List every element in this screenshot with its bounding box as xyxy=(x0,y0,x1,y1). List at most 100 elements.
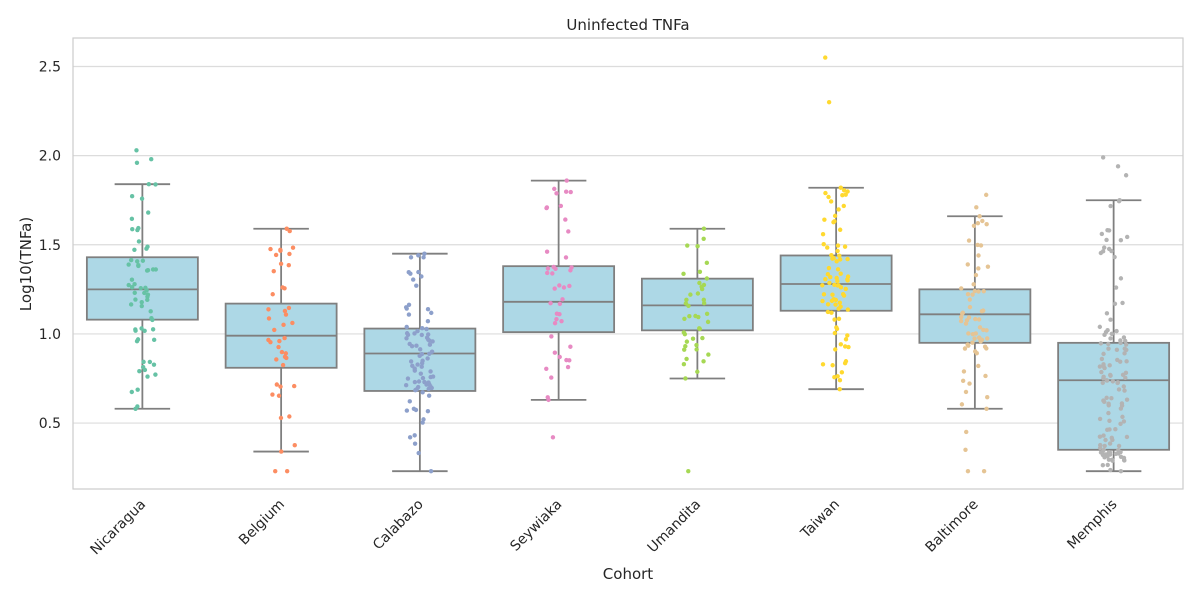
data-point xyxy=(287,414,292,419)
data-point xyxy=(1100,155,1106,160)
data-point xyxy=(1107,441,1113,446)
data-point xyxy=(284,468,290,474)
data-point xyxy=(690,336,696,341)
data-point xyxy=(964,318,970,323)
data-point xyxy=(426,337,431,342)
data-point xyxy=(427,342,433,347)
data-point xyxy=(839,370,845,375)
data-point xyxy=(965,468,971,474)
data-point xyxy=(958,318,964,324)
data-point xyxy=(684,339,690,344)
data-point xyxy=(147,359,153,365)
data-point xyxy=(545,270,550,276)
data-point xyxy=(845,189,850,194)
data-point xyxy=(282,308,288,314)
data-point xyxy=(1123,338,1128,344)
data-point xyxy=(290,320,295,326)
data-point xyxy=(1119,403,1125,408)
data-point xyxy=(962,346,968,351)
x-tick-label: Nicaragua xyxy=(87,497,149,559)
data-point xyxy=(560,297,565,302)
data-point xyxy=(979,337,985,342)
data-point xyxy=(130,226,135,232)
data-point xyxy=(1101,433,1106,438)
points-nicaragua xyxy=(126,148,158,411)
data-point xyxy=(567,358,572,363)
data-point xyxy=(697,280,702,286)
data-point xyxy=(421,417,426,422)
box-seywiaka xyxy=(502,179,616,401)
data-point xyxy=(416,384,421,390)
data-point xyxy=(286,305,292,311)
data-point xyxy=(278,415,284,421)
data-point xyxy=(549,375,554,380)
data-point xyxy=(1120,414,1125,420)
data-point xyxy=(697,326,702,331)
data-point xyxy=(1103,437,1108,443)
data-point xyxy=(554,316,559,322)
data-point xyxy=(704,260,710,266)
data-point xyxy=(832,374,837,380)
data-point xyxy=(831,296,836,302)
data-point xyxy=(419,274,424,279)
data-point xyxy=(132,281,137,287)
data-point xyxy=(966,238,972,243)
iqr-box xyxy=(918,288,1032,344)
data-point xyxy=(965,291,971,297)
data-point xyxy=(1115,164,1121,169)
data-point xyxy=(564,178,569,183)
data-point xyxy=(1122,346,1127,351)
data-point xyxy=(970,331,976,337)
data-point xyxy=(1108,203,1113,209)
box-belgium xyxy=(224,227,338,453)
data-point xyxy=(701,226,707,231)
data-point xyxy=(960,310,966,315)
data-point xyxy=(552,186,557,192)
data-point xyxy=(683,344,688,349)
data-point xyxy=(426,393,432,398)
data-point xyxy=(688,292,693,297)
y-axis-label: Log10(TNFa) xyxy=(17,217,35,311)
data-point xyxy=(832,317,837,322)
data-point xyxy=(549,334,554,339)
data-point xyxy=(838,271,843,276)
data-point xyxy=(148,309,153,314)
data-point xyxy=(139,299,144,305)
data-point xyxy=(567,283,572,289)
data-point xyxy=(1115,380,1120,386)
data-point xyxy=(1108,317,1113,322)
data-point xyxy=(838,185,843,190)
data-point xyxy=(977,214,982,219)
data-point xyxy=(961,369,967,374)
data-point xyxy=(274,382,280,387)
data-point xyxy=(1110,437,1115,443)
data-point xyxy=(1100,380,1105,386)
data-point xyxy=(145,244,150,249)
data-point xyxy=(1098,341,1104,346)
data-point xyxy=(274,357,279,362)
data-point xyxy=(683,376,688,381)
data-point xyxy=(280,362,286,368)
data-point xyxy=(279,449,284,454)
data-point xyxy=(1123,375,1128,381)
data-point xyxy=(970,340,975,345)
data-point xyxy=(425,306,431,312)
data-point xyxy=(129,389,134,395)
data-point xyxy=(424,326,429,332)
data-point xyxy=(415,328,420,334)
data-point xyxy=(681,271,686,277)
data-point xyxy=(1102,332,1107,338)
data-point xyxy=(140,364,146,370)
data-point xyxy=(1108,336,1113,341)
data-point xyxy=(416,253,421,258)
x-tick-label: Memphis xyxy=(1064,497,1120,553)
x-tick-label: Calabazo xyxy=(370,497,427,554)
box-baltimore xyxy=(918,215,1032,410)
data-point xyxy=(971,282,976,287)
data-point xyxy=(700,335,705,341)
data-point xyxy=(820,362,826,367)
data-point xyxy=(701,282,707,288)
data-point xyxy=(133,327,138,332)
data-point xyxy=(129,277,135,282)
data-point xyxy=(287,228,292,234)
